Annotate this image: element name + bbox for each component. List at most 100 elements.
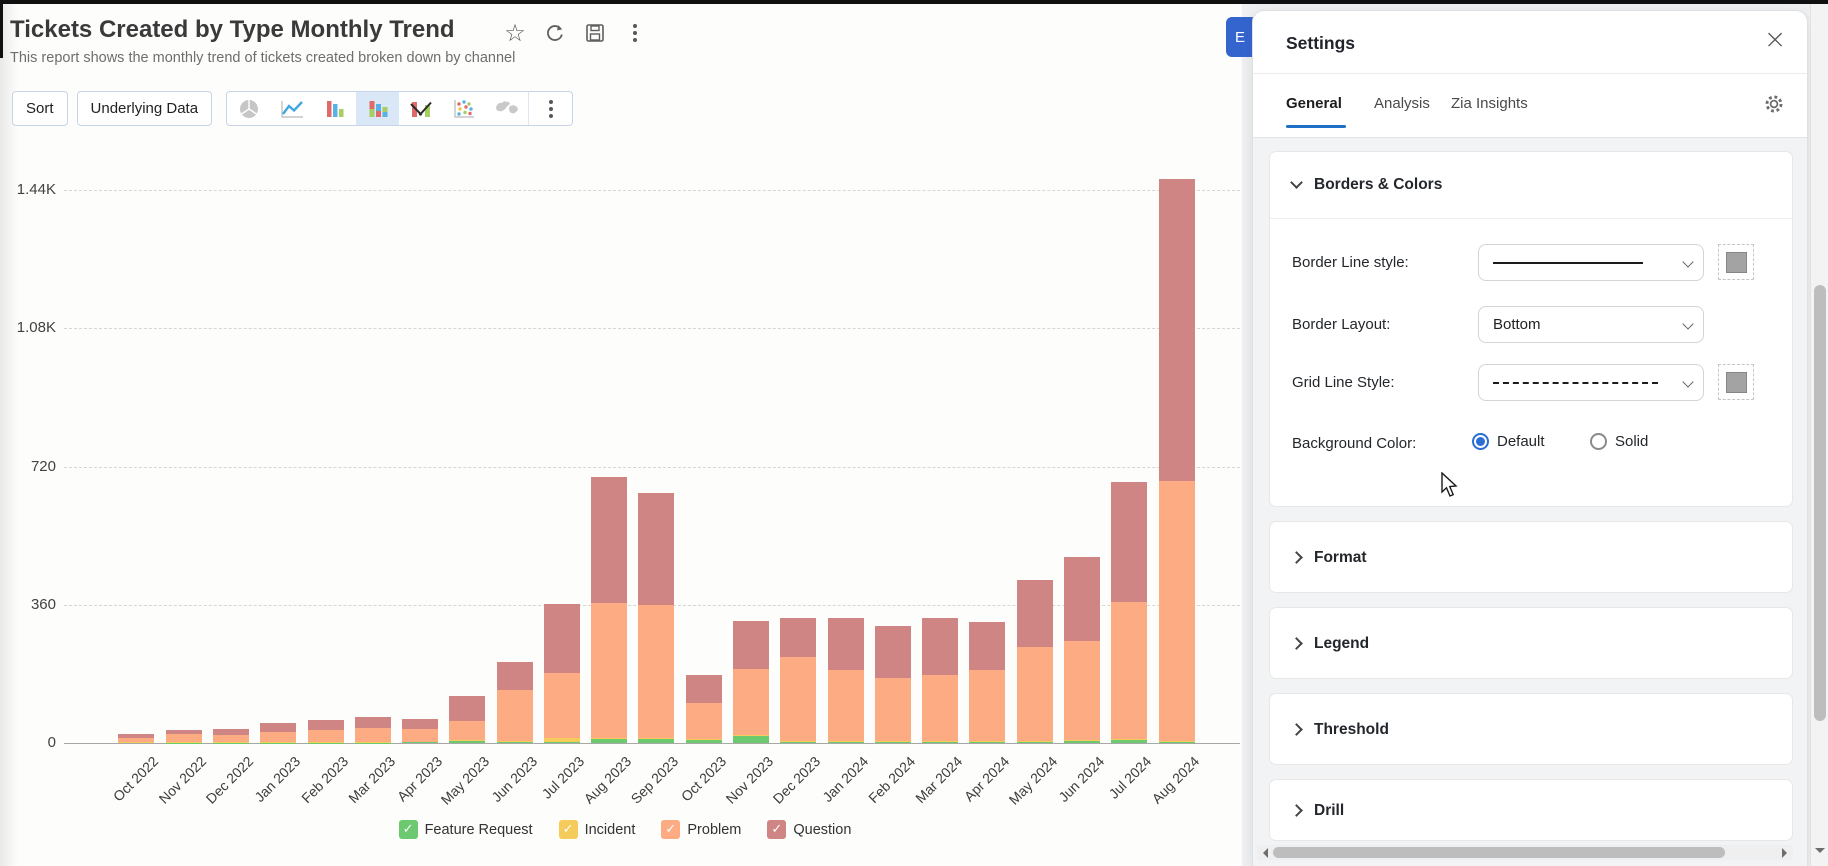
bar-segment-question[interactable] xyxy=(260,723,297,733)
bar-segment-question[interactable] xyxy=(638,493,675,605)
bar-segment-problem[interactable] xyxy=(591,602,628,739)
bar-segment-problem[interactable] xyxy=(212,734,249,743)
favorite-star-icon[interactable]: ☆ xyxy=(504,19,526,47)
bar-oct-2022[interactable] xyxy=(118,733,155,743)
section-threshold[interactable]: Threshold xyxy=(1269,693,1793,765)
bar-apr-2024[interactable] xyxy=(969,622,1006,743)
bar-apr-2023[interactable] xyxy=(402,718,439,743)
tab-zia-insights[interactable]: Zia Insights xyxy=(1451,95,1528,112)
pie-chart-icon[interactable] xyxy=(227,92,270,125)
bar-segment-question[interactable] xyxy=(1111,481,1148,603)
bar-segment-feature-request[interactable] xyxy=(591,739,628,743)
bar-segment-problem[interactable] xyxy=(780,657,817,742)
bar-segment-feature-request[interactable] xyxy=(685,739,722,743)
bar-segment-incident[interactable] xyxy=(922,741,959,743)
bar-may-2023[interactable] xyxy=(449,695,486,743)
horizontal-scrollbar[interactable] xyxy=(1257,845,1793,860)
bar-segment-problem[interactable] xyxy=(922,675,959,742)
bar-segment-feature-request[interactable] xyxy=(402,742,439,743)
more-chart-types-icon[interactable] xyxy=(529,92,572,125)
bar-segment-question[interactable] xyxy=(118,733,155,739)
bar-jun-2024[interactable] xyxy=(1064,557,1100,743)
gear-icon[interactable] xyxy=(1759,89,1789,119)
bar-segment-problem[interactable] xyxy=(1016,647,1053,742)
more-options-icon[interactable] xyxy=(622,20,648,46)
scrollbar-thumb[interactable] xyxy=(1814,285,1826,721)
bar-segment-problem[interactable] xyxy=(874,678,911,742)
bar-jan-2024[interactable] xyxy=(827,618,864,743)
bar-segment-feature-request[interactable] xyxy=(449,741,486,743)
refresh-icon[interactable] xyxy=(542,20,568,46)
bar-segment-problem[interactable] xyxy=(496,689,533,742)
bar-segment-incident[interactable] xyxy=(1016,741,1053,742)
section-borders-colors-header[interactable]: Borders & Colors xyxy=(1270,152,1792,218)
bar-segment-question[interactable] xyxy=(496,661,533,690)
bar-mar-2023[interactable] xyxy=(354,717,391,743)
bar-segment-question[interactable] xyxy=(212,729,249,735)
bar-segment-incident[interactable] xyxy=(780,741,817,742)
bar-may-2024[interactable] xyxy=(1016,579,1053,743)
legend-checkbox-icon[interactable]: ✓ xyxy=(558,820,578,839)
bar-dec-2022[interactable] xyxy=(212,729,249,743)
close-icon[interactable]: × xyxy=(1763,23,1787,55)
bar-segment-feature-request[interactable] xyxy=(543,742,580,743)
bar-segment-feature-request[interactable] xyxy=(1064,741,1100,743)
bar-segment-feature-request[interactable] xyxy=(638,739,675,743)
tab-analysis[interactable]: Analysis xyxy=(1374,95,1430,112)
bar-jul-2023[interactable] xyxy=(543,604,580,743)
bar-segment-feature-request[interactable] xyxy=(874,742,911,743)
bar-segment-question[interactable] xyxy=(1064,557,1100,642)
section-drill[interactable]: Drill xyxy=(1269,779,1793,841)
bar-segment-problem[interactable] xyxy=(354,728,391,742)
legend-item-incident[interactable]: ✓ Incident xyxy=(558,820,635,839)
bar-segment-problem[interactable] xyxy=(969,670,1006,742)
bar-segment-incident[interactable] xyxy=(1064,740,1100,742)
bar-segment-incident[interactable] xyxy=(449,740,486,742)
bar-nov-2023[interactable] xyxy=(733,620,770,743)
bar-segment-incident[interactable] xyxy=(591,738,628,740)
bar-line-combo-icon[interactable] xyxy=(399,92,442,125)
bar-segment-question[interactable] xyxy=(354,717,391,729)
bar-segment-incident[interactable] xyxy=(685,739,722,740)
scrollbar-thumb[interactable] xyxy=(1273,847,1725,858)
section-legend[interactable]: Legend xyxy=(1269,607,1793,679)
border-layout-select[interactable]: Bottom xyxy=(1478,306,1704,343)
bar-segment-question[interactable] xyxy=(1016,579,1053,648)
bar-segment-feature-request[interactable] xyxy=(780,741,817,743)
bar-segment-incident[interactable] xyxy=(733,735,770,737)
legend-checkbox-icon[interactable]: ✓ xyxy=(661,820,681,839)
bar-segment-feature-request[interactable] xyxy=(733,736,770,743)
bg-solid-radio[interactable]: Solid xyxy=(1590,433,1648,450)
vertical-scrollbar[interactable] xyxy=(1810,0,1828,866)
bar-segment-question[interactable] xyxy=(543,604,580,674)
bar-segment-problem[interactable] xyxy=(449,721,486,741)
bar-sep-2023[interactable] xyxy=(638,493,675,743)
legend-checkbox-icon[interactable]: ✓ xyxy=(767,820,787,839)
bar-segment-question[interactable] xyxy=(307,720,344,730)
scroll-right-icon[interactable] xyxy=(1782,848,1792,858)
stacked-bar-chart-icon[interactable] xyxy=(356,92,400,125)
bar-segment-incident[interactable] xyxy=(874,741,911,743)
bg-default-radio[interactable]: Default xyxy=(1472,433,1545,450)
bar-segment-problem[interactable] xyxy=(307,729,344,743)
section-format[interactable]: Format xyxy=(1269,521,1793,593)
bar-segment-incident[interactable] xyxy=(354,741,391,743)
bar-segment-feature-request[interactable] xyxy=(1111,739,1148,743)
bar-jun-2023[interactable] xyxy=(496,661,533,743)
bar-segment-question[interactable] xyxy=(685,675,722,703)
bar-segment-problem[interactable] xyxy=(1064,641,1100,741)
bar-segment-feature-request[interactable] xyxy=(1158,741,1195,743)
legend-item-question[interactable]: ✓ Question xyxy=(767,820,851,839)
bar-segment-question[interactable] xyxy=(922,618,959,676)
bar-segment-question[interactable] xyxy=(969,622,1006,671)
bar-feb-2024[interactable] xyxy=(874,626,911,743)
legend-item-problem[interactable]: ✓ Problem xyxy=(661,820,741,839)
bar-jul-2024[interactable] xyxy=(1111,481,1148,743)
sort-button[interactable]: Sort xyxy=(12,91,68,126)
border-color-swatch[interactable] xyxy=(1718,244,1754,280)
bar-segment-incident[interactable] xyxy=(496,741,533,742)
bar-segment-question[interactable] xyxy=(402,718,439,729)
bar-segment-problem[interactable] xyxy=(1111,602,1148,739)
bar-segment-problem[interactable] xyxy=(165,734,202,743)
bar-segment-incident[interactable] xyxy=(543,738,580,743)
